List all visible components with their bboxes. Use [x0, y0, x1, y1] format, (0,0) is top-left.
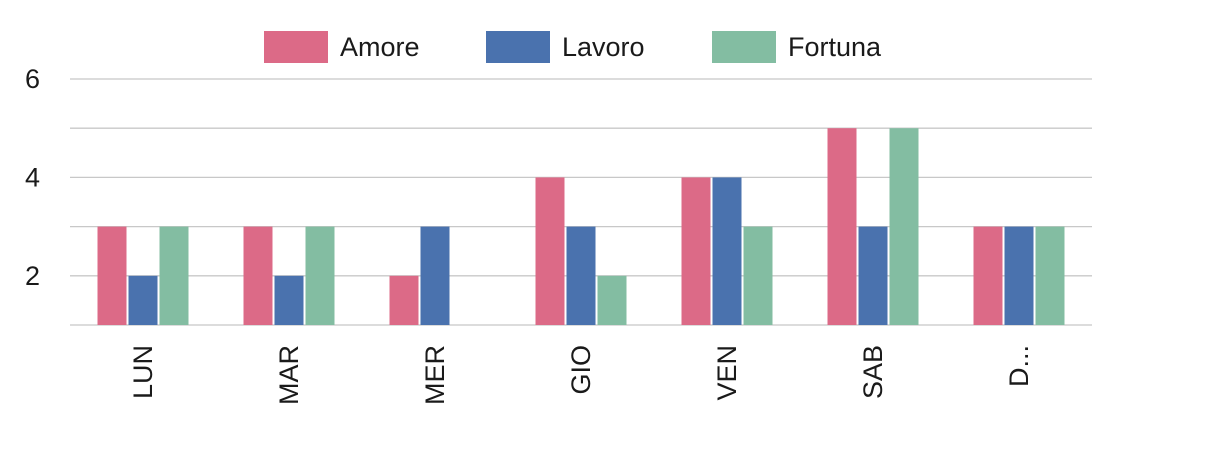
bar-lavoro-gio: [566, 226, 596, 325]
legend-item-amore: Amore: [264, 30, 420, 64]
bar-fortuna-ven: [743, 226, 773, 325]
bar-amore-mer: [389, 275, 419, 325]
bar-fortuna-gio: [597, 275, 627, 325]
legend-label-fortuna: Fortuna: [788, 31, 882, 62]
bar-amore-mar: [243, 226, 273, 325]
x-axis-ticks: LUN MAR MER GIO VEN SAB D...: [128, 345, 1034, 405]
bar-amore-lun: [97, 226, 127, 325]
legend-swatch-lavoro: [486, 31, 550, 63]
x-tick-label-d: D...: [1004, 345, 1034, 387]
y-tick-label-6: 6: [25, 64, 40, 94]
bar-lavoro-sab: [858, 226, 888, 325]
legend-swatch-amore: [264, 31, 328, 63]
x-tick-label-ven: VEN: [712, 345, 742, 401]
bar-amore-ven: [681, 177, 711, 325]
legend-label-lavoro: Lavoro: [562, 31, 645, 62]
bar-lavoro-mar: [274, 275, 304, 325]
y-tick-label-4: 4: [25, 162, 40, 192]
bar-amore-d: [973, 226, 1003, 325]
legend-item-lavoro: Lavoro: [486, 30, 645, 64]
x-tick-label-mar: MAR: [274, 345, 304, 405]
bar-fortuna-d: [1035, 226, 1065, 325]
legend: Amore Lavoro Fortuna: [0, 30, 1160, 64]
x-tick-label-lun: LUN: [128, 345, 158, 399]
legend-item-fortuna: Fortuna: [712, 30, 881, 64]
bar-lavoro-lun: [128, 275, 158, 325]
y-tick-label-2: 2: [25, 261, 40, 291]
bar-fortuna-lun: [159, 226, 189, 325]
bar-fortuna-mar: [305, 226, 335, 325]
bars: [97, 128, 1065, 325]
bar-lavoro-ven: [712, 177, 742, 325]
bar-amore-gio: [535, 177, 565, 325]
x-tick-label-gio: GIO: [566, 345, 596, 395]
bar-lavoro-d: [1004, 226, 1034, 325]
y-axis-ticks: 2 4 6: [25, 64, 40, 291]
legend-label-amore: Amore: [340, 31, 420, 62]
bar-fortuna-sab: [889, 128, 919, 325]
legend-swatch-fortuna: [712, 31, 776, 63]
x-tick-label-sab: SAB: [858, 345, 888, 399]
x-tick-label-mer: MER: [420, 345, 450, 405]
bar-lavoro-mer: [420, 226, 450, 325]
bar-amore-sab: [827, 128, 857, 325]
